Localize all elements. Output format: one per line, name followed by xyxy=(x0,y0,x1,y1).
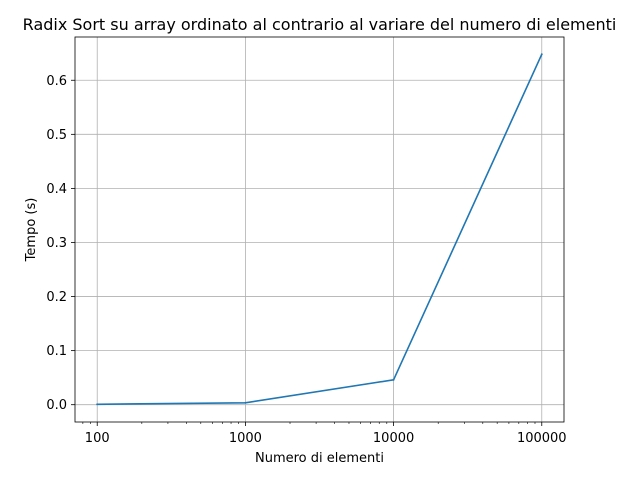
series-line xyxy=(96,53,543,406)
x-tick-label: 100000 xyxy=(517,431,567,446)
y-tick-label: 0.2 xyxy=(46,290,67,305)
y-tick-label: 0.6 xyxy=(46,74,67,89)
data-point xyxy=(540,53,543,56)
data-point xyxy=(96,403,99,406)
y-axis-label: Tempo (s) xyxy=(24,198,39,263)
x-tick-label: 1000 xyxy=(229,431,262,446)
x-tick-label: 100 xyxy=(85,431,110,446)
y-tick-label: 0.4 xyxy=(46,182,67,197)
data-point xyxy=(392,378,395,381)
axis-ticks: 100 1000 10000 100000 0.0 0.1 0.2 0.3 0.4 0.5 0.6 xyxy=(46,74,566,446)
y-tick-label: 0.3 xyxy=(46,236,67,251)
x-axis-label: Numero di elementi xyxy=(255,451,384,466)
y-tick-label: 0.1 xyxy=(46,344,67,359)
chart-title: Radix Sort su array ordinato al contrari… xyxy=(23,15,617,34)
y-tick-label: 0.5 xyxy=(46,128,67,143)
plot-frame xyxy=(74,36,565,423)
x-tick-label: 10000 xyxy=(373,431,414,446)
y-tick-label: 0.0 xyxy=(46,398,67,413)
data-point xyxy=(244,401,247,404)
series-layer xyxy=(96,53,543,406)
grid-lines xyxy=(75,37,564,422)
